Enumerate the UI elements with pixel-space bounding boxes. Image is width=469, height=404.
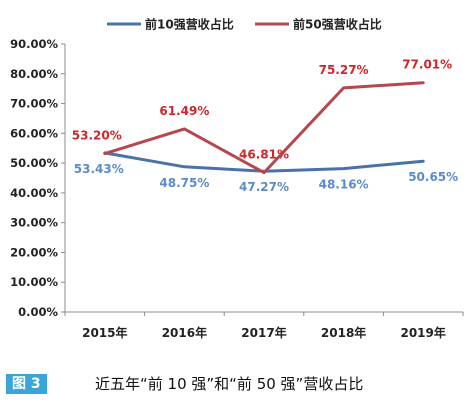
series-line-2 — [103, 81, 425, 175]
x-tick-label: 2018年 — [321, 325, 366, 340]
y-tick-label: 20.00% — [10, 245, 58, 259]
y-tick-label: 60.00% — [10, 126, 58, 140]
data-labels: 53.43% 48.75% 47.27% 48.16% 50.65% 53.20% 61.4… — [72, 58, 458, 195]
figure-number-badge: 图 3 — [6, 374, 47, 394]
legend-label-2: 前50强营收占比 — [293, 17, 382, 32]
data-label-series-1: 48.16% — [319, 178, 369, 192]
data-label-series-2: 53.20% — [72, 129, 122, 143]
caption-text: 近五年“前 10 强”和“前 50 强”营收占比 — [95, 375, 364, 393]
x-tick-label: 2017年 — [241, 325, 286, 340]
y-tick-label: 50.00% — [10, 156, 58, 170]
data-label-series-2: 46.81% — [239, 148, 289, 162]
x-axis: 2015年 2016年 2017年 2018年 2019年 — [64, 311, 464, 340]
x-tick-label: 2016年 — [162, 325, 207, 340]
data-label-series-1: 53.43% — [74, 162, 124, 176]
data-label-series-1: 50.65% — [408, 170, 458, 184]
data-label-series-1: 48.75% — [159, 176, 209, 190]
y-tick-label: 10.00% — [10, 275, 58, 289]
legend-label-1: 前10强营收占比 — [145, 17, 234, 32]
data-label-series-2: 77.01% — [402, 58, 452, 72]
y-tick-label: 90.00% — [10, 37, 58, 51]
x-tick-label: 2015年 — [82, 325, 127, 340]
y-axis: 0.00% 10.00% 20.00% 30.00% 40.00% 50.00% 60.00… — [10, 37, 66, 319]
y-tick-label: 30.00% — [10, 216, 58, 230]
y-tick-label: 0.00% — [18, 305, 58, 319]
figure-caption: 图 3 近五年“前 10 强”和“前 50 强”营收占比 — [0, 365, 469, 404]
legend: 前10强营收占比 前50强营收占比 — [107, 17, 382, 32]
data-label-series-2: 75.27% — [319, 63, 369, 77]
x-tick-label: 2019年 — [400, 325, 445, 340]
data-label-series-2: 61.49% — [159, 104, 209, 118]
y-tick-label: 70.00% — [10, 97, 58, 111]
data-label-series-1: 47.27% — [239, 180, 289, 194]
y-tick-label: 80.00% — [10, 67, 58, 81]
y-tick-label: 40.00% — [10, 186, 58, 200]
series-lines — [103, 81, 425, 175]
